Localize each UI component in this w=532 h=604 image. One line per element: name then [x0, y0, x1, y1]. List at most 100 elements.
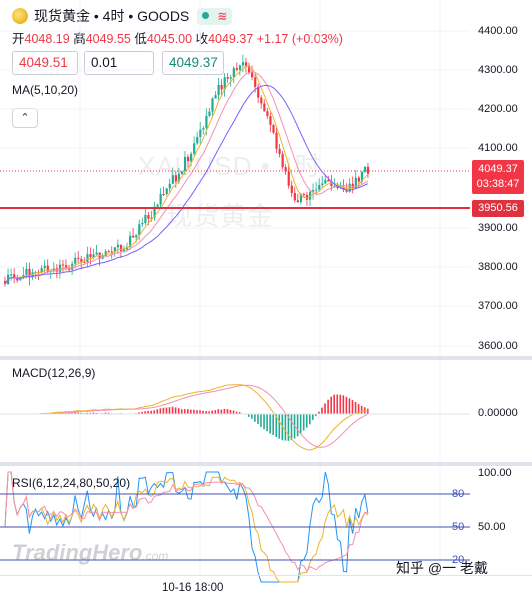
candle-body [260, 97, 263, 104]
macd-histogram-bar [251, 414, 253, 419]
macd-group [4, 384, 369, 451]
time-axis-label: 10-16 18:00 [162, 582, 224, 594]
macd-histogram-bar [354, 402, 357, 414]
candle-body [287, 171, 290, 186]
macd-histogram-bar [80, 412, 82, 414]
macd-histogram-bar [208, 411, 210, 414]
candle-body [321, 183, 324, 185]
candle-body [229, 77, 232, 79]
candle-body [309, 191, 312, 200]
candle-body [254, 77, 257, 87]
macd-histogram-bar [235, 411, 238, 414]
ma-line [4, 70, 369, 285]
source-watermark: 知乎 @一 老戴 [396, 560, 488, 576]
candle-body [122, 249, 126, 252]
candle-body [156, 204, 159, 207]
candle-body [217, 84, 220, 96]
candle-body [223, 77, 226, 90]
brand-name: TradingHero [12, 540, 143, 565]
macd-histogram-bar [104, 412, 107, 414]
candle-body [315, 189, 318, 191]
macd-histogram-bar [211, 410, 213, 414]
macd-histogram-bar [187, 409, 189, 414]
candle-body [110, 251, 113, 253]
macd-histogram-bar [315, 414, 317, 417]
market-status-pill[interactable]: ≋ [197, 7, 233, 25]
candle-body [89, 254, 92, 258]
countdown-value: 03:38:47 [476, 178, 520, 190]
buy-button[interactable]: 4049.37 [162, 51, 224, 75]
macd-histogram-bar [77, 412, 79, 414]
sell-button[interactable]: 4049.51 [12, 51, 78, 75]
quantity-input[interactable]: 0.01 [84, 51, 154, 75]
candle-body [113, 247, 116, 252]
price-tick-4400: 4400.00 [478, 25, 518, 37]
macd-histogram-bar [333, 394, 335, 414]
candle-body [16, 277, 19, 281]
price-tick-4200: 4200.00 [478, 103, 518, 115]
candle-body [312, 190, 315, 192]
macd-histogram-bar [144, 411, 146, 414]
pane-separator[interactable] [0, 462, 532, 466]
candle-body [354, 177, 357, 189]
watermark-symbol: XAUUSD • 4时 [138, 151, 322, 181]
macd-histogram-bar [357, 404, 360, 414]
candle-body [83, 261, 86, 263]
macd-histogram-bar [269, 414, 271, 434]
candle-body [208, 111, 211, 116]
ma-legend[interactable]: MA(5,10,20) [12, 83, 79, 97]
grid-lines [0, 0, 470, 575]
candle-body [238, 65, 242, 70]
candle-body [183, 156, 187, 172]
macd-histogram-bar [327, 399, 329, 414]
candle-body [302, 194, 306, 196]
price-tick-4300: 4300.00 [478, 64, 518, 76]
macd-histogram-bar [232, 410, 235, 414]
macd-histogram-bar [263, 414, 265, 430]
time-axis-border [0, 575, 532, 576]
macd-histogram-bar [284, 414, 287, 441]
macd-histogram-bar [257, 414, 259, 425]
symbol-header[interactable]: 现货黄金 • 4时 • GOODS ≋ [12, 6, 233, 26]
rsi-line [4, 471, 369, 583]
macd-histogram-bar [272, 414, 274, 436]
macd-histogram-bar [305, 414, 308, 428]
candle-body [272, 124, 275, 133]
candle-body [168, 183, 171, 189]
candle-body [80, 258, 83, 262]
candle-body [330, 181, 333, 187]
rsi-level-80: 80 [452, 488, 465, 500]
macd-histogram-bar [226, 409, 229, 414]
macd-histogram-bar [159, 408, 162, 414]
candle-body [58, 264, 62, 272]
candle-body [333, 186, 336, 188]
rsi-legend[interactable]: RSI(6,12,24,80,50,20) [12, 476, 131, 490]
macd-histogram-bar [302, 414, 305, 431]
macd-histogram-bar [366, 408, 369, 414]
candle-body [46, 265, 49, 273]
candle-body [293, 192, 296, 201]
candle-body [177, 173, 181, 182]
hline-price-badge[interactable]: 3950.56 [472, 200, 524, 217]
macd-histogram-bar [254, 414, 256, 422]
macd-histogram-bar [275, 414, 278, 438]
candle-body [251, 72, 254, 78]
candle-body [235, 68, 238, 70]
candle-body [205, 115, 208, 129]
macd-histogram-bar [174, 407, 177, 414]
pane-separator[interactable] [0, 356, 532, 360]
macd-histogram-bar [68, 412, 70, 414]
candle-body [13, 274, 16, 278]
low-value: 4045.00 [146, 32, 193, 46]
macd-histogram-bar [223, 408, 226, 414]
macd-histogram-bar [312, 414, 314, 420]
macd-histogram-bar [150, 410, 152, 414]
candle-body [135, 235, 138, 238]
macd-histogram-bar [165, 407, 168, 414]
macd-histogram-bar [299, 414, 302, 434]
price-chart[interactable] [0, 0, 470, 604]
macd-legend[interactable]: MACD(12,26,9) [12, 366, 96, 380]
price-tick-3800: 3800.00 [478, 261, 518, 273]
candle-body [132, 235, 135, 238]
